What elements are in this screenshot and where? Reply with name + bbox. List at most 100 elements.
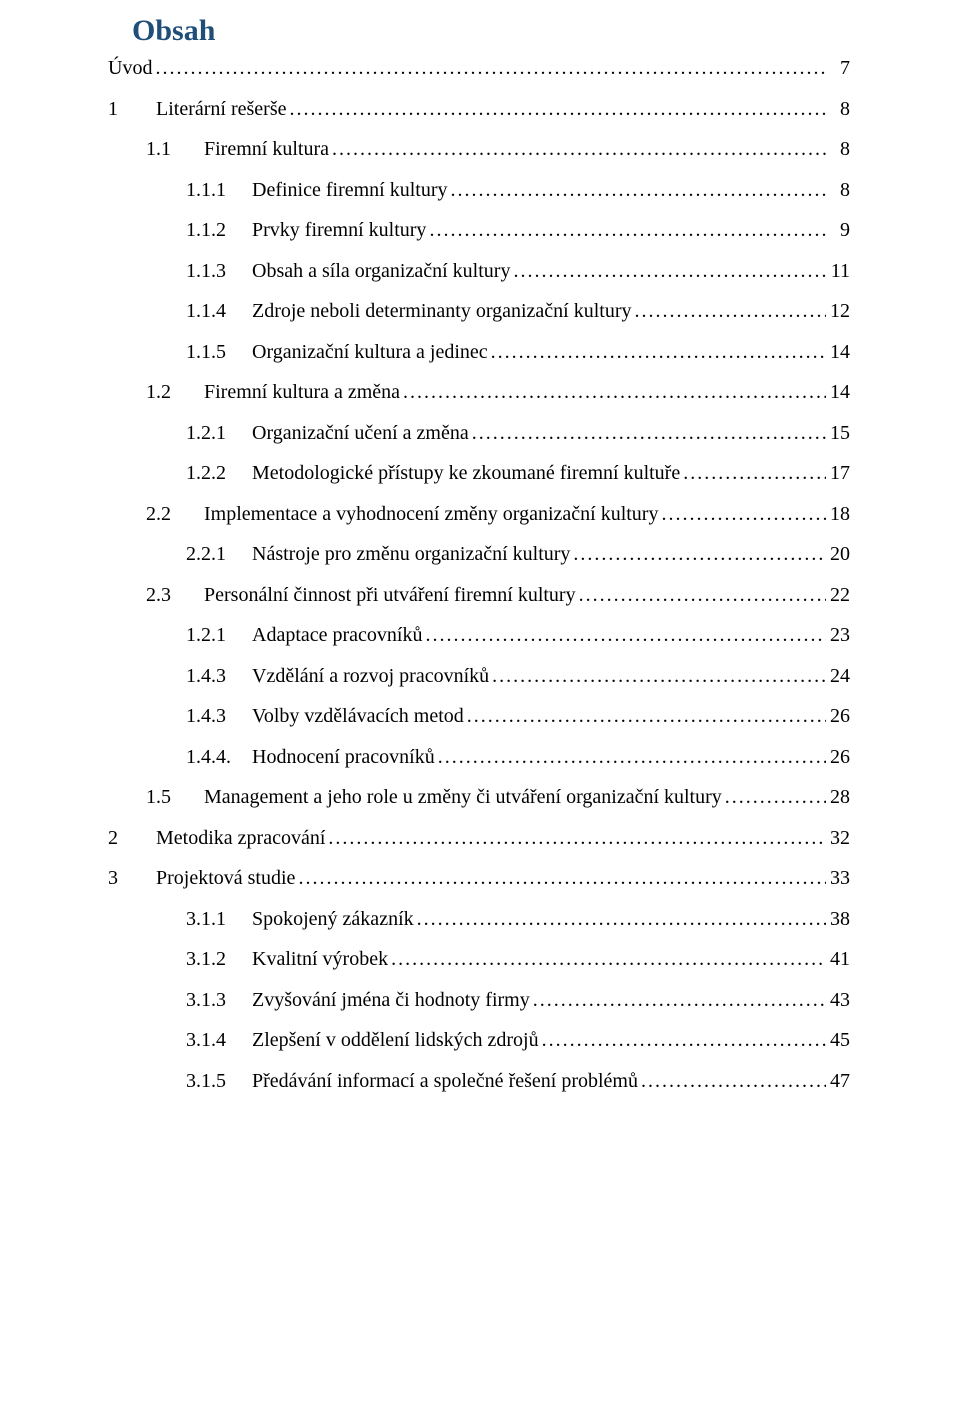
toc-leader-dots — [388, 949, 826, 969]
toc-number: 1.2 — [146, 382, 204, 402]
toc-page-number: 45 — [826, 1030, 850, 1050]
toc-page-number: 14 — [826, 382, 850, 402]
toc-title: Obsah a síla organizační kultury — [252, 261, 510, 281]
toc-row: 1.4.3Volby vzdělávacích metod26 — [108, 706, 850, 726]
toc-page-number: 38 — [826, 909, 850, 929]
toc-row: 1.4.3Vzdělání a rozvoj pracovníků 24 — [108, 666, 850, 686]
toc-page-number: 20 — [826, 544, 850, 564]
toc-row: 1.1.5Organizační kultura a jedinec14 — [108, 342, 850, 362]
toc-leader-dots — [325, 828, 826, 848]
toc-row: 3.1.5Předávání informací a společné řeše… — [108, 1071, 850, 1091]
toc-row: 2Metodika zpracování32 — [108, 828, 850, 848]
toc-title: Vzdělání a rozvoj pracovníků — [252, 666, 489, 686]
toc-title: Metodologické přístupy ke zkoumané firem… — [252, 463, 680, 483]
toc-leader-dots — [488, 342, 826, 362]
toc-page-number: 17 — [826, 463, 850, 483]
toc-row: 1.4.4.Hodnocení pracovníků 26 — [108, 747, 850, 767]
toc-leader-dots — [329, 139, 826, 159]
toc-title: Organizační kultura a jedinec — [252, 342, 488, 362]
toc-page-number: 43 — [826, 990, 850, 1010]
toc-number: 3.1.5 — [186, 1071, 252, 1091]
toc-heading: Obsah — [108, 14, 850, 48]
toc-leader-dots — [286, 99, 826, 119]
table-of-contents: Úvod71Literární rešerše81.1Firemní kultu… — [108, 58, 850, 1091]
toc-title: Firemní kultura — [204, 139, 329, 159]
toc-title: Kvalitní výrobek — [252, 949, 388, 969]
toc-number: 1.5 — [146, 787, 204, 807]
toc-number: 1.1.3 — [186, 261, 252, 281]
toc-number: 1.1 — [146, 139, 204, 159]
toc-page-number: 11 — [826, 261, 850, 281]
toc-row: 2.2.1Nástroje pro změnu organizační kult… — [108, 544, 850, 564]
toc-page-number: 23 — [826, 625, 850, 645]
toc-leader-dots — [722, 787, 826, 807]
toc-leader-dots — [295, 868, 826, 888]
toc-row: 3.1.1Spokojený zákazník 38 — [108, 909, 850, 929]
toc-title: Organizační učení a změna — [252, 423, 469, 443]
toc-leader-dots — [638, 1071, 826, 1091]
toc-title: Hodnocení pracovníků — [252, 747, 435, 767]
toc-page-number: 47 — [826, 1071, 850, 1091]
page: Obsah Úvod71Literární rešerše81.1Firemní… — [0, 0, 960, 1428]
toc-row: Úvod 7 — [108, 58, 850, 78]
toc-page-number: 12 — [826, 301, 850, 321]
toc-row: 2.2Implementace a vyhodnocení změny orga… — [108, 504, 850, 524]
toc-number: 1.2.2 — [186, 463, 252, 483]
toc-leader-dots — [632, 301, 826, 321]
toc-row: 1.5Management a jeho role u změny či utv… — [108, 787, 850, 807]
toc-page-number: 8 — [826, 99, 850, 119]
toc-number: 1.4.3 — [186, 666, 252, 686]
toc-row: 2.3Personální činnost při utváření firem… — [108, 585, 850, 605]
toc-leader-dots — [426, 220, 826, 240]
toc-page-number: 7 — [826, 58, 850, 78]
toc-row: 3.1.2Kvalitní výrobek41 — [108, 949, 850, 969]
toc-number: 2 — [108, 828, 156, 848]
toc-number: 1.4.3 — [186, 706, 252, 726]
toc-title: Nástroje pro změnu organizační kultury — [252, 544, 570, 564]
toc-number: 2.2.1 — [186, 544, 252, 564]
toc-title: Management a jeho role u změny či utváře… — [204, 787, 722, 807]
toc-number: 3.1.3 — [186, 990, 252, 1010]
toc-title: Spokojený zákazník — [252, 909, 414, 929]
toc-page-number: 24 — [826, 666, 850, 686]
toc-row: 1.2.1Adaptace pracovníků23 — [108, 625, 850, 645]
toc-leader-dots — [680, 463, 826, 483]
toc-number: 1.4.4. — [186, 747, 252, 767]
toc-leader-dots — [400, 382, 826, 402]
toc-leader-dots — [414, 909, 826, 929]
toc-row: 1.2.1Organizační učení a změna15 — [108, 423, 850, 443]
toc-leader-dots — [152, 58, 826, 78]
toc-number: 3 — [108, 868, 156, 888]
toc-row: 1.1Firemní kultura8 — [108, 139, 850, 159]
toc-row: 1.1.3Obsah a síla organizační kultury 11 — [108, 261, 850, 281]
toc-row: 1.1.4Zdroje neboli determinanty organiza… — [108, 301, 850, 321]
toc-title: Literární rešerše — [156, 99, 286, 119]
toc-leader-dots — [435, 747, 826, 767]
toc-number: 1.1.1 — [186, 180, 252, 200]
toc-title: Zlepšení v oddělení lidských zdrojů — [252, 1030, 539, 1050]
toc-leader-dots — [530, 990, 826, 1010]
toc-number: 3.1.2 — [186, 949, 252, 969]
toc-title: Adaptace pracovníků — [252, 625, 422, 645]
toc-title: Firemní kultura a změna — [204, 382, 400, 402]
toc-page-number: 18 — [826, 504, 850, 524]
toc-title: Zdroje neboli determinanty organizační k… — [252, 301, 632, 321]
toc-number: 3.1.1 — [186, 909, 252, 929]
toc-row: 3.1.4Zlepšení v oddělení lidských zdrojů… — [108, 1030, 850, 1050]
toc-leader-dots — [448, 180, 827, 200]
toc-row: 1.1.1Definice firemní kultury8 — [108, 180, 850, 200]
toc-page-number: 26 — [826, 706, 850, 726]
toc-title: Úvod — [108, 58, 152, 78]
toc-page-number: 8 — [826, 180, 850, 200]
toc-row: 1.1.2Prvky firemní kultury9 — [108, 220, 850, 240]
toc-title: Personální činnost při utváření firemní … — [204, 585, 576, 605]
toc-page-number: 9 — [826, 220, 850, 240]
toc-page-number: 14 — [826, 342, 850, 362]
toc-page-number: 26 — [826, 747, 850, 767]
toc-leader-dots — [489, 666, 826, 686]
toc-leader-dots — [469, 423, 826, 443]
toc-leader-dots — [576, 585, 826, 605]
toc-number: 1 — [108, 99, 156, 119]
toc-title: Zvyšování jména či hodnoty firmy — [252, 990, 530, 1010]
toc-page-number: 32 — [826, 828, 850, 848]
